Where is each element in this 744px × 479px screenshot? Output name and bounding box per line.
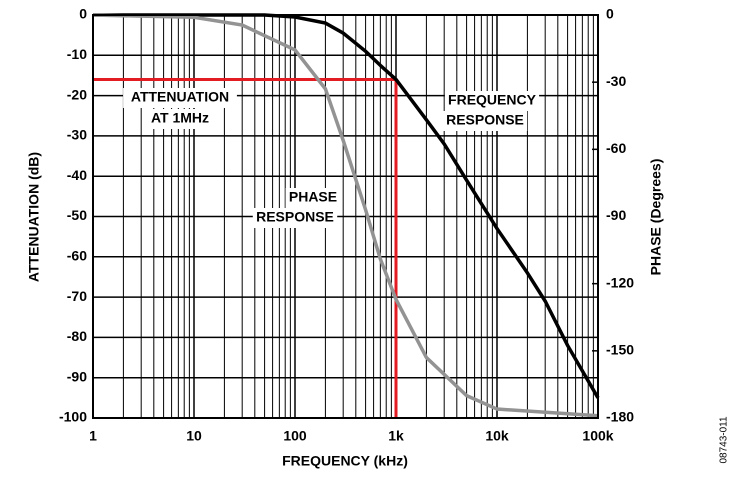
annotation-background	[123, 88, 237, 108]
y2-tick-label: -90	[606, 207, 626, 223]
annotation: PHASE	[289, 189, 337, 205]
x-tick-label: 100	[283, 428, 307, 444]
y-tick-label: -50	[67, 207, 87, 223]
y-tick-label: -10	[67, 46, 87, 62]
y-tick-label: -80	[67, 328, 87, 344]
y2-tick-label: -60	[606, 140, 626, 156]
y-tick-label: -60	[67, 248, 87, 264]
y-tick-label: 0	[79, 6, 87, 22]
annotation: FREQUENCY	[448, 92, 537, 108]
y2-tick-label: -120	[606, 274, 634, 290]
annotation-background	[142, 109, 218, 129]
x-tick-label: 10k	[485, 428, 509, 444]
x-tick-label: 1k	[388, 428, 404, 444]
annotation-background	[285, 188, 341, 208]
annotation-background	[442, 111, 528, 131]
y-tick-label: -100	[59, 409, 87, 425]
annotation-background	[444, 91, 540, 111]
x-axis-title: FREQUENCY (kHz)	[282, 453, 408, 469]
series-line	[93, 13, 600, 399]
annotation: AT 1MHz	[151, 110, 209, 126]
plot-frame	[92, 14, 599, 419]
y2-tick-label: -180	[606, 409, 634, 425]
annotation-background	[252, 208, 338, 228]
y-tick-label: -70	[67, 288, 87, 304]
figure-id: 08743-011	[719, 416, 730, 464]
annotation: ATTENUATION	[131, 89, 229, 105]
y2-axis-title: PHASE (Degrees)	[648, 159, 664, 276]
y-tick-label: -20	[67, 86, 87, 102]
annotation: RESPONSE	[256, 209, 334, 225]
y-tick-label: -40	[67, 167, 87, 183]
y-axis-title: ATTENUATION (dB)	[26, 152, 42, 282]
y-tick-label: -30	[67, 127, 87, 143]
y2-tick-label: -150	[606, 342, 634, 358]
y-tick-label: -90	[67, 368, 87, 384]
x-tick-label: 100k	[582, 428, 613, 444]
x-tick-label: 1	[89, 428, 97, 444]
annotation: RESPONSE	[446, 112, 524, 128]
series-line	[92, 13, 599, 418]
x-tick-label: 10	[186, 428, 202, 444]
y2-tick-label: -30	[606, 73, 626, 89]
y2-tick-label: 0	[606, 6, 614, 22]
